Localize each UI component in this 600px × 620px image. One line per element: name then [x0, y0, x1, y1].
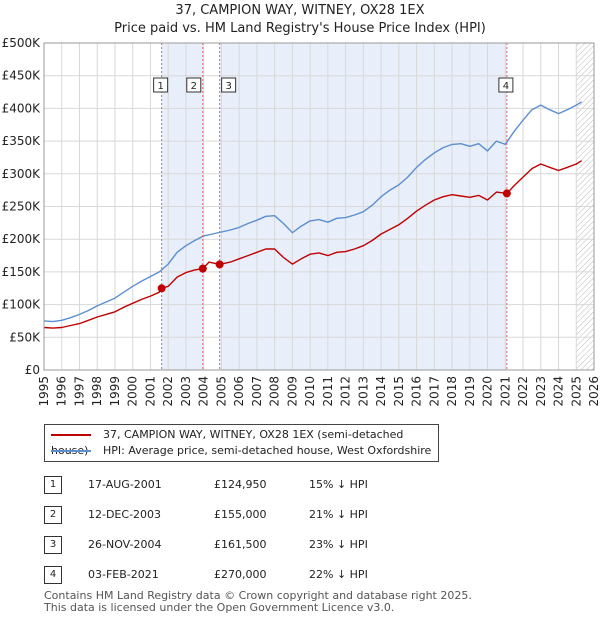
transaction-hpi-diff: 22% ↓ HPI: [309, 568, 368, 581]
transaction-price: £155,000: [214, 508, 267, 521]
legend-label-hpi: HPI: Average price, semi-detached house,…: [103, 444, 432, 457]
sale-label-number: 4: [503, 81, 509, 92]
y-tick-label: £200K: [2, 232, 42, 246]
y-tick-label: £0: [25, 363, 40, 377]
hpi-series-line: [43, 101, 582, 323]
legend-item-property: 37, CAMPION WAY, WITNEY, OX28 1EX (semi-…: [51, 427, 438, 457]
sale-point: [215, 260, 224, 269]
sale-label-box: [153, 77, 169, 93]
x-tick-label: 2015: [392, 376, 406, 407]
x-tick-label: 1995: [37, 376, 51, 407]
x-tick-label: 2019: [463, 376, 477, 407]
y-tick-label: £450K: [2, 69, 42, 83]
x-tick-label: 2006: [232, 376, 246, 407]
sale-point: [198, 264, 207, 273]
x-tick-label: 2010: [303, 376, 317, 407]
price-chart: £0 £50K £100K £150K £200K £250K £300K £350K £400…: [2, 36, 600, 407]
legend-swatch-property: [51, 434, 91, 436]
x-tick-label: 1996: [55, 376, 69, 407]
legend-swatch-hpi: [51, 450, 91, 452]
transaction-row: 4 03-FEB-2021 £270,000 22% ↓ HPI: [44, 566, 444, 586]
y-tick-label: £300K: [2, 167, 42, 181]
property-series-line: [43, 160, 582, 329]
sale-point: [157, 284, 166, 293]
sale-label-number: 2: [191, 81, 197, 92]
x-tick-label: 1999: [108, 376, 122, 407]
transaction-row: 3 26-NOV-2004 £161,500 23% ↓ HPI: [44, 536, 444, 556]
footer-licence: This data is licensed under the Open Gov…: [44, 601, 395, 614]
y-tick-label: £500K: [2, 36, 42, 50]
transaction-date: 12-DEC-2003: [88, 508, 162, 521]
y-tick-label: £350K: [2, 134, 42, 148]
x-tick-label: 2009: [285, 376, 299, 407]
title-line-2: Price paid vs. HM Land Registry's House …: [114, 21, 486, 36]
x-tick-label: 2023: [534, 376, 548, 407]
transaction-date: 26-NOV-2004: [88, 538, 162, 551]
x-tick-label: 2022: [516, 376, 530, 407]
sale-point: [502, 189, 511, 198]
y-tick-label: £100K: [2, 298, 42, 312]
title-line-1: 37, CAMPION WAY, WITNEY, OX28 1EX: [175, 3, 425, 18]
x-tick-label: 1998: [90, 376, 104, 407]
transaction-number: 2: [44, 506, 62, 524]
transaction-price: £270,000: [214, 568, 267, 581]
sale-label-box: [498, 77, 514, 93]
chart-title: 37, CAMPION WAY, WITNEY, OX28 1EX Price …: [0, 2, 600, 38]
x-tick-label: 2005: [214, 376, 228, 407]
x-tick-label: 2003: [179, 376, 193, 407]
transaction-number: 4: [44, 566, 62, 584]
transaction-date: 03-FEB-2021: [88, 568, 159, 581]
sale-label-box: [221, 77, 237, 93]
x-tick-label: 2002: [161, 376, 175, 407]
x-tick-label: 2004: [197, 376, 211, 407]
y-tick-label: £250K: [2, 200, 42, 214]
x-tick-label: 2021: [498, 376, 512, 407]
plot-border: [43, 42, 595, 371]
footer: Contains HM Land Registry data © Crown c…: [44, 590, 472, 614]
x-tick-label: 2000: [126, 376, 140, 407]
x-tick-label: 2024: [552, 376, 566, 407]
legend-item-hpi: HPI: Average price, semi-detached house,…: [51, 443, 431, 459]
y-tick-label: £50K: [9, 330, 41, 344]
transaction-price: £124,950: [214, 478, 267, 491]
transaction-number: 3: [44, 536, 62, 554]
x-tick-label: 2011: [321, 376, 335, 407]
transaction-date: 17-AUG-2001: [88, 478, 162, 491]
y-tick-label: £150K: [2, 265, 42, 279]
transaction-hpi-diff: 15% ↓ HPI: [309, 478, 368, 491]
x-tick-label: 2020: [481, 376, 495, 407]
transaction-row: 2 12-DEC-2003 £155,000 21% ↓ HPI: [44, 506, 444, 526]
transaction-hpi-diff: 23% ↓ HPI: [309, 538, 368, 551]
x-tick-label: 2012: [339, 376, 353, 407]
transaction-hpi-diff: 21% ↓ HPI: [309, 508, 368, 521]
x-tick-label: 2025: [569, 376, 583, 407]
sale-label-number: 3: [225, 81, 231, 92]
x-tick-label: 2026: [587, 376, 600, 407]
footer-copyright: Contains HM Land Registry data © Crown c…: [44, 589, 472, 602]
x-tick-label: 2013: [356, 376, 370, 407]
x-tick-label: 2001: [143, 376, 157, 407]
x-tick-label: 2008: [268, 376, 282, 407]
sale-label-number: 1: [157, 81, 163, 92]
transaction-row: 1 17-AUG-2001 £124,950 15% ↓ HPI: [44, 476, 444, 496]
x-tick-label: 2017: [427, 376, 441, 407]
legend: 37, CAMPION WAY, WITNEY, OX28 1EX (semi-…: [44, 424, 439, 462]
x-tick-label: 1997: [72, 376, 86, 407]
x-tick-label: 2018: [445, 376, 459, 407]
transaction-number: 1: [44, 476, 62, 494]
transaction-price: £161,500: [214, 538, 267, 551]
sale-label-box: [186, 77, 202, 93]
x-tick-label: 2014: [374, 376, 388, 407]
y-tick-label: £400K: [2, 101, 42, 115]
x-tick-label: 2016: [410, 376, 424, 407]
x-tick-label: 2007: [250, 376, 264, 407]
